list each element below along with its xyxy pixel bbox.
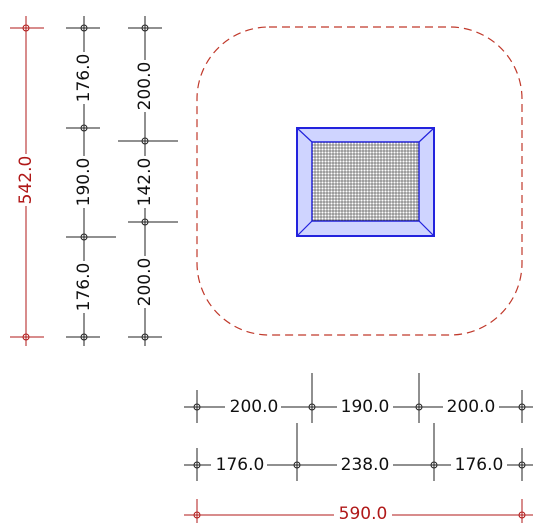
dim-label-horizontal-top-2: 190.0 [341,397,390,417]
dim-label-horizontal-middle-3: 176.0 [455,455,504,475]
dim-label-vertical-right-2: 142.0 [135,158,155,207]
dim-label-horizontal-middle-2: 238.0 [341,455,390,475]
dim-label-vertical-right-3: 200.0 [135,258,155,307]
dim-label-vertical-left-2: 190.0 [74,158,94,207]
frame-with-mesh [296,127,435,237]
dim-label-vertical-right-1: 200.0 [135,62,155,111]
dim-label-horizontal-top-3: 200.0 [447,397,496,417]
dim-label-horizontal-middle-1: 176.0 [216,455,265,475]
dim-label-horizontal-total: 590.0 [339,504,388,523]
dim-label-vertical-left-3: 176.0 [74,263,94,312]
dim-label-vertical-total: 542.0 [16,156,36,205]
mesh-grid [312,142,419,221]
dim-label-horizontal-top-1: 200.0 [230,397,279,417]
dim-label-vertical-left-1: 176.0 [74,54,94,103]
